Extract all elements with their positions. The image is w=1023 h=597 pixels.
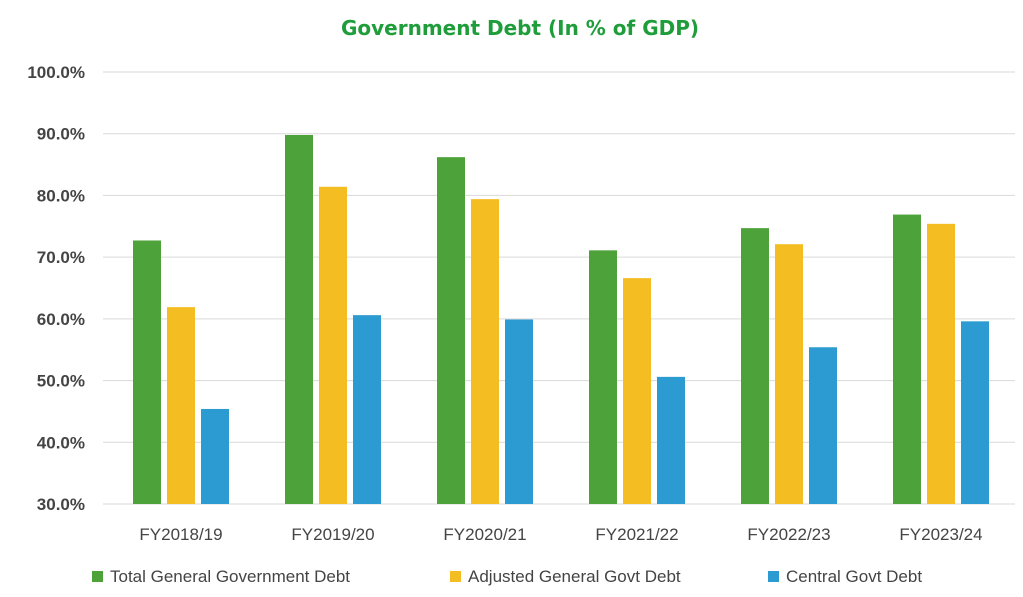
bar-total-general-government-debt bbox=[133, 240, 161, 505]
bar-central-govt-debt bbox=[353, 315, 381, 504]
legend-swatch bbox=[450, 571, 461, 582]
x-tick-label: FY2023/24 bbox=[899, 525, 982, 544]
bar-adjusted-general-govt-debt bbox=[775, 244, 803, 504]
legend-swatch bbox=[768, 571, 779, 582]
bars bbox=[133, 134, 989, 505]
y-tick-label: 100.0% bbox=[27, 63, 85, 82]
y-tick-label: 90.0% bbox=[37, 125, 85, 144]
y-tick-label: 50.0% bbox=[37, 372, 85, 391]
bar-central-govt-debt bbox=[201, 408, 229, 504]
legend-label: Central Govt Debt bbox=[786, 567, 922, 586]
bar-adjusted-general-govt-debt bbox=[319, 186, 347, 504]
x-tick-label: FY2018/19 bbox=[139, 525, 222, 544]
bar-total-general-government-debt bbox=[893, 214, 921, 504]
bar-total-general-government-debt bbox=[437, 157, 465, 504]
x-tick-label: FY2019/20 bbox=[291, 525, 374, 544]
legend-swatch bbox=[92, 571, 103, 582]
bar-adjusted-general-govt-debt bbox=[927, 223, 955, 504]
chart-title: Government Debt (In % of GDP) bbox=[341, 16, 699, 40]
bar-central-govt-debt bbox=[505, 319, 533, 504]
bar-total-general-government-debt bbox=[589, 250, 617, 504]
x-axis-ticks: FY2018/19 FY2019/20 FY2020/21 FY2021/22 FY20… bbox=[139, 525, 982, 544]
x-tick-label: FY2022/23 bbox=[747, 525, 830, 544]
y-tick-label: 30.0% bbox=[37, 495, 85, 514]
y-tick-label: 70.0% bbox=[37, 248, 85, 267]
bar-central-govt-debt bbox=[961, 321, 989, 504]
gridlines bbox=[103, 71, 1015, 505]
bar-central-govt-debt bbox=[657, 376, 685, 504]
bar-adjusted-general-govt-debt bbox=[623, 278, 651, 504]
bar-total-general-government-debt bbox=[285, 134, 313, 504]
legend-label: Total General Government Debt bbox=[110, 567, 350, 586]
legend-label: Adjusted General Govt Debt bbox=[468, 567, 681, 586]
bar-central-govt-debt bbox=[809, 347, 837, 504]
y-tick-label: 60.0% bbox=[37, 310, 85, 329]
y-tick-label: 80.0% bbox=[37, 186, 85, 205]
bar-adjusted-general-govt-debt bbox=[471, 199, 499, 505]
x-tick-label: FY2020/21 bbox=[443, 525, 526, 544]
y-tick-label: 40.0% bbox=[37, 433, 85, 452]
legend: Total General Government Debt Adjusted Ge… bbox=[92, 567, 922, 586]
y-axis-ticks: 30.0% 40.0% 50.0% 60.0% 70.0% 80.0% 90.0% 100.0… bbox=[27, 63, 85, 514]
bar-total-general-government-debt bbox=[741, 228, 769, 504]
x-tick-label: FY2021/22 bbox=[595, 525, 678, 544]
bar-adjusted-general-govt-debt bbox=[167, 307, 195, 504]
